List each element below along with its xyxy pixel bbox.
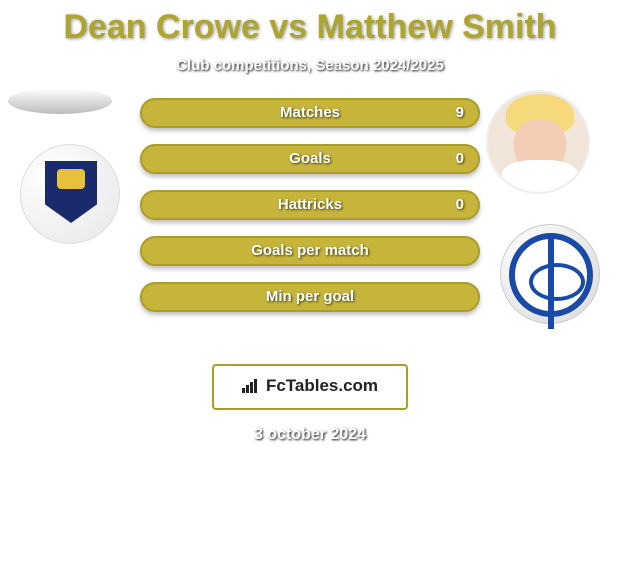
subtitle: Club competitions, Season 2024/2025	[0, 57, 620, 74]
stat-bar-mpg: Min per goal	[140, 282, 480, 312]
stat-label: Hattricks	[142, 192, 478, 218]
stat-value-right: 0	[456, 192, 464, 218]
stat-label: Min per goal	[142, 284, 478, 310]
credit-badge[interactable]: FcTables.com	[212, 364, 408, 410]
content-area: Matches 9 Goals 0 Hattricks 0 Goals per …	[0, 94, 620, 354]
club-left-badge	[20, 144, 120, 244]
stat-bar-gpm: Goals per match	[140, 236, 480, 266]
ring-icon	[509, 233, 593, 317]
credit-text: FcTables.com	[266, 376, 378, 395]
date-text: 3 october 2024	[0, 426, 620, 444]
page-title: Dean Crowe vs Matthew Smith	[0, 8, 620, 47]
stat-bar-matches: Matches 9	[140, 98, 480, 128]
stat-bar-goals: Goals 0	[140, 144, 480, 174]
stat-label: Matches	[142, 100, 478, 126]
stat-value-right: 0	[456, 146, 464, 172]
player-left-avatar	[8, 88, 112, 114]
stat-bar-hattricks: Hattricks 0	[140, 190, 480, 220]
stat-bars: Matches 9 Goals 0 Hattricks 0 Goals per …	[140, 98, 480, 328]
stat-label: Goals	[142, 146, 478, 172]
chart-icon	[242, 378, 260, 398]
stat-value-right: 9	[456, 100, 464, 126]
shield-icon	[45, 161, 97, 223]
comparison-card: Dean Crowe vs Matthew Smith Club competi…	[0, 0, 620, 444]
stat-label: Goals per match	[142, 238, 478, 264]
player-right-avatar	[486, 90, 590, 194]
club-right-badge	[500, 224, 600, 324]
